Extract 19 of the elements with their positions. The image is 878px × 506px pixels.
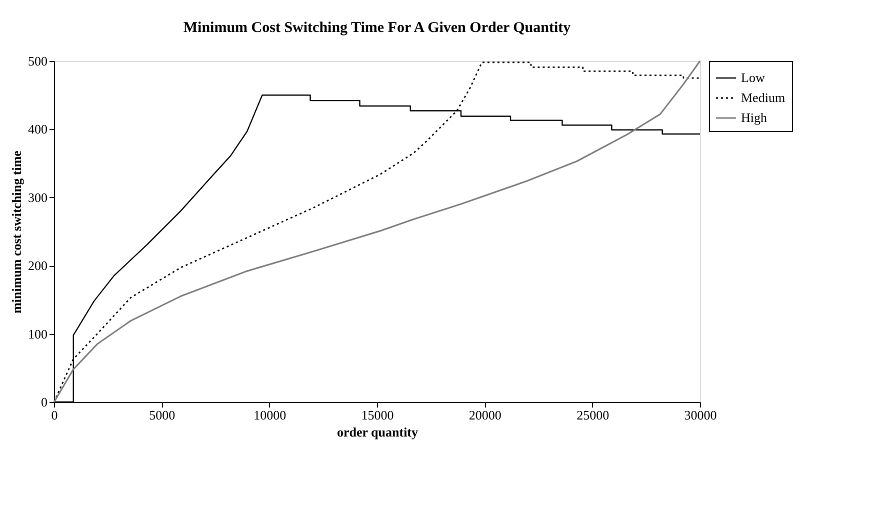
y-tick-label: 100 [28, 326, 48, 342]
y-tick-label: 200 [28, 258, 48, 274]
x-tick-label: 10000 [254, 408, 286, 422]
x-tick-label: 0 [51, 408, 58, 422]
y-axis-title: minimum cost switching time [9, 150, 24, 314]
x-tick-label: 15000 [361, 408, 394, 422]
x-tick-label: 30000 [684, 408, 717, 422]
legend-label: Low [741, 70, 766, 85]
y-tick-label: 300 [28, 190, 48, 205]
x-tick-label: 20000 [468, 408, 502, 422]
x-tick-label: 25000 [576, 408, 610, 422]
y-tick-label: 0 [41, 394, 48, 410]
legend-label: Medium [741, 90, 786, 105]
x-tick-label: 5000 [149, 408, 176, 422]
x-axis-title: order quantity [336, 424, 419, 440]
legend-label: High [741, 110, 768, 125]
y-tick-label: 500 [28, 54, 48, 68]
y-tick-label: 400 [28, 122, 48, 137]
chart-title: Minimum Cost Switching Time For A Given Order Quantity [183, 20, 572, 36]
